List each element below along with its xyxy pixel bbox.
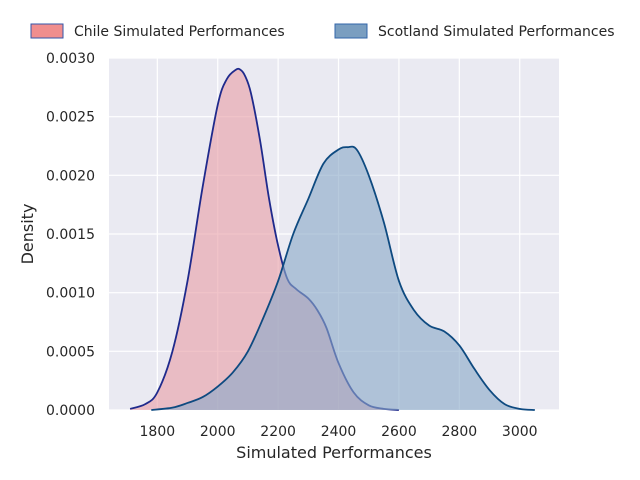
legend-swatch-chile: [30, 23, 64, 39]
density-line-scotland: [151, 145, 535, 411]
legend-label-scotland: Scotland Simulated Performances: [378, 24, 615, 40]
x-axis-label: Simulated Performances: [236, 443, 432, 462]
y-tick-label: 0.0000: [46, 403, 95, 419]
y-tick-label: 0.0010: [46, 286, 95, 302]
x-tick-label: 2200: [260, 424, 296, 440]
x-axis-ticks: 1800 2000 2200 2400 2600 2800 3000: [140, 424, 538, 440]
legend-swatch-scotland: [334, 23, 368, 39]
y-tick-label: 0.0020: [46, 168, 95, 184]
density-areas: [129, 67, 535, 411]
x-tick-label: 1800: [140, 424, 176, 440]
legend-label-chile: Chile Simulated Performances: [74, 24, 285, 40]
legend: Chile Simulated Performances Scotland Si…: [30, 23, 615, 40]
y-tick-label: 0.0025: [46, 110, 95, 126]
x-tick-label: 2400: [321, 424, 357, 440]
x-tick-label: 3000: [502, 424, 538, 440]
y-axis-label: Density: [18, 204, 37, 265]
y-tick-label: 0.0030: [46, 51, 95, 67]
density-area-chile: [130, 68, 399, 411]
x-tick-label: 2800: [442, 424, 478, 440]
x-tick-label: 2600: [381, 424, 417, 440]
y-axis-ticks: 0.0000 0.0005 0.0010 0.0015 0.0020 0.0025 0.00…: [46, 51, 95, 419]
y-tick-label: 0.0005: [46, 344, 95, 360]
density-area-scotland: [151, 146, 535, 410]
y-tick-label: 0.0015: [46, 227, 95, 243]
x-tick-label: 2000: [200, 424, 236, 440]
